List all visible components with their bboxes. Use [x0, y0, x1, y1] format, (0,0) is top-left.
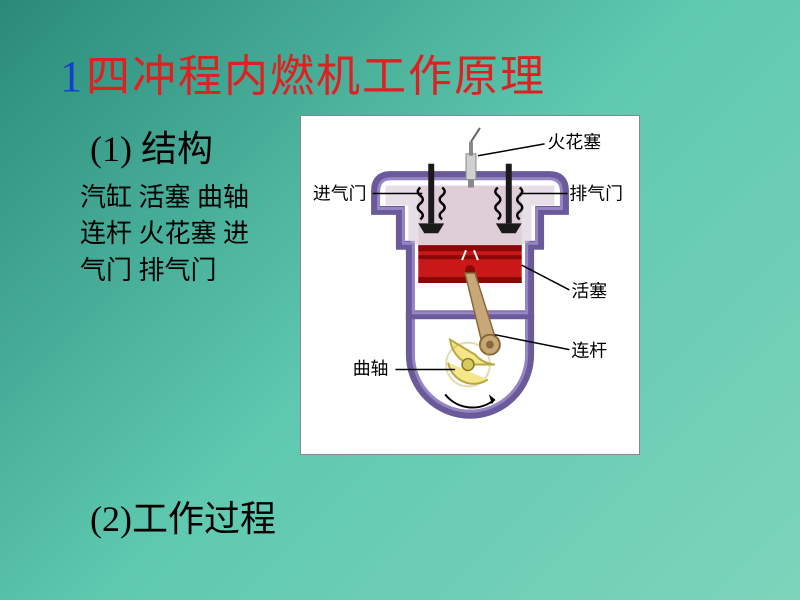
- label-connecting-rod: 连杆: [571, 341, 607, 361]
- components-list: 汽缸 活塞 曲轴 连杆 火花塞 进气门 排气门: [80, 180, 260, 289]
- label-intake-valve: 进气门: [313, 184, 367, 204]
- engine-svg: 火花塞 进气门 排气门 活塞 连杆 曲轴: [301, 116, 639, 454]
- section1-label: (1) 结构: [90, 129, 213, 169]
- title-row: 1 四冲程内燃机工作原理: [60, 40, 546, 104]
- label-spark-plug: 火花塞: [548, 132, 602, 152]
- label-crankshaft: 曲轴: [353, 358, 389, 378]
- title-number: 1: [60, 52, 82, 101]
- title-text: 四冲程内燃机工作原理: [86, 52, 546, 101]
- section-process: (2)工作过程: [90, 490, 276, 542]
- section-structure: (1) 结构: [90, 120, 213, 172]
- section2-label: (2)工作过程: [90, 499, 276, 539]
- engine-diagram: 火花塞 进气门 排气门 活塞 连杆 曲轴: [300, 115, 640, 455]
- label-exhaust-valve: 排气门: [569, 184, 623, 204]
- label-piston: 活塞: [571, 281, 607, 301]
